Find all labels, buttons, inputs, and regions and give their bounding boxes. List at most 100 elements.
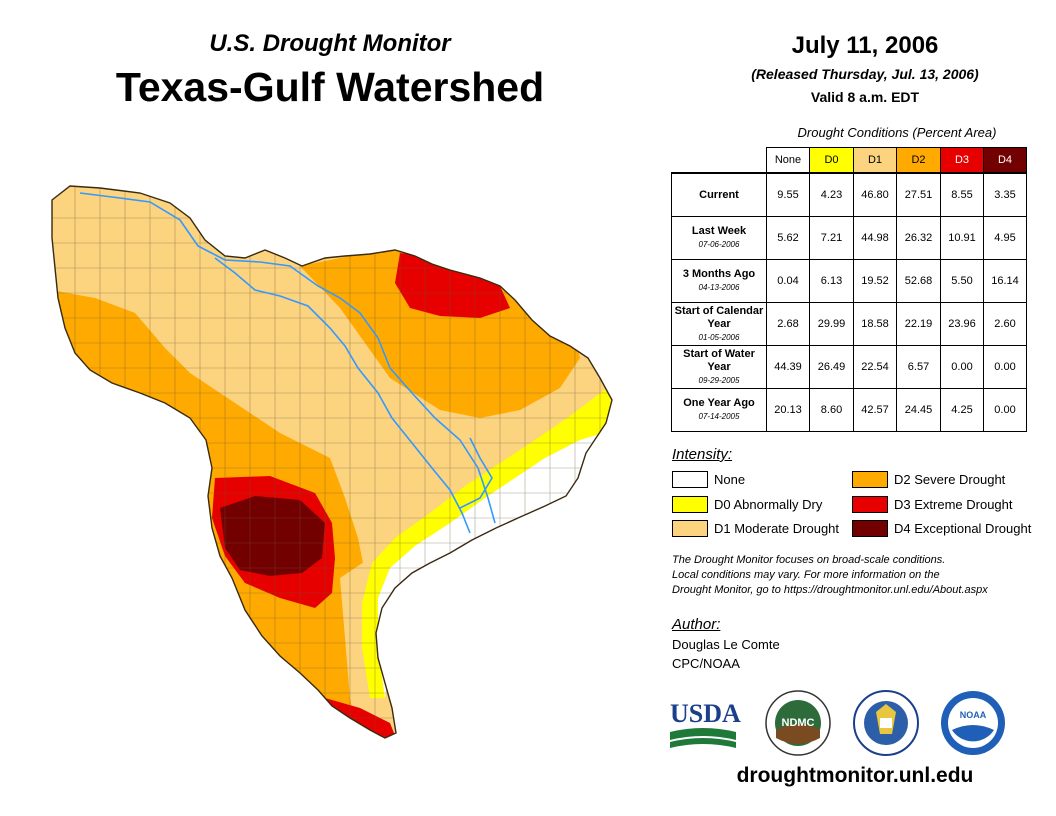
drought-conditions-table: None D0 D1 D2 D3 D4 Current 9.55 4.23 46.80… [671,147,1027,432]
svg-text:NDMC: NDMC [782,717,815,729]
row-label: Current [671,172,767,217]
map-date: July 11, 2006 [791,32,939,59]
brazos-river [79,192,496,524]
legend-label: D1 Moderate Drought [714,521,840,536]
table-cell: 6.13 [809,259,854,303]
column-header: D4 [983,147,1027,174]
legend-label: D4 Exceptional Drought [894,521,1032,536]
table-cell: 5.62 [766,216,810,260]
table-cell: 0.00 [983,345,1027,389]
watershed-title: Texas-Gulf Watershed [115,64,545,110]
table-cell: 4.95 [983,216,1027,260]
legend-item-d2: D2 Severe Drought [852,471,1005,488]
table-cell: 46.80 [853,172,897,217]
table-cell: 22.19 [896,302,941,346]
usda-logo: USDA [670,699,741,748]
ndmc-logo: NDMC [765,690,831,756]
column-header: D3 [940,147,984,174]
partner-logos: USDA NDMC NOAA [670,690,1005,756]
row-label: Start of Calendar Year 01-05-2006 [671,302,767,346]
d4-zone [220,496,325,576]
table-corner [672,148,767,174]
table-cell: 27.51 [896,172,941,217]
d0-zone [362,378,612,698]
doc-seal-logo [853,690,919,756]
table-cell: 2.68 [766,302,810,346]
website-url: droughtmonitor.unl.edu [736,764,974,787]
row-date: 07-14-2005 [698,412,740,421]
table-row: Start of Water Year 09-29-2005 44.39 26.49 2… [671,345,1027,389]
table-cell: 0.04 [766,259,810,303]
svg-text:USDA: USDA [670,699,741,728]
table-cell: 7.21 [809,216,854,260]
row-label-text: One Year Ago [683,397,755,409]
column-header: None [766,147,810,174]
table-cell: 19.52 [853,259,897,303]
row-date: 01-05-2006 [698,332,740,342]
column-header: D0 [809,147,854,174]
svg-text:NOAA: NOAA [960,710,987,720]
none-zone [378,428,612,698]
table-row: Last Week 07-06-2006 5.62 7.21 44.98 26.32 10.… [671,216,1027,260]
table-cell: 29.99 [809,302,854,346]
column-header: D2 [896,147,941,174]
legend-swatch [672,471,708,488]
row-label-text: 3 Months Ago [682,268,756,280]
row-label: Last Week 07-06-2006 [671,216,767,260]
legend-swatch [852,471,888,488]
noaa-logo: NOAA [941,691,1005,755]
table-cell: 8.60 [809,388,854,432]
table-row: 3 Months Ago 04-13-2006 0.04 6.13 19.52 52.68… [671,259,1027,303]
table-cell: 10.91 [940,216,984,260]
legend-item-d0: D0 Abnormally Dry [672,496,822,513]
legend-swatch [672,496,708,513]
table-cell: 42.57 [853,388,897,432]
row-date: 09-29-2005 [698,375,740,385]
table-header-row: None D0 D1 D2 D3 D4 [672,147,1027,174]
valid-time: Valid 8 a.m. EDT [810,89,920,105]
d3-zone-northeast [395,253,510,318]
table-cell: 0.00 [983,388,1027,432]
row-date: 04-13-2006 [698,283,740,292]
table-cell: 22.54 [853,345,897,389]
colorado-river [214,257,471,534]
table-cell: 44.39 [766,345,810,389]
table-cell: 4.25 [940,388,984,432]
note-line: Local conditions may vary. For more info… [672,569,940,581]
legend-swatch [852,496,888,513]
legend-item-d1: D1 Moderate Drought [672,520,839,537]
table-cell: 23.96 [940,302,984,346]
note-line: Drought Monitor, go to https://droughtmo… [672,584,988,596]
row-label-text: Start of Calendar Year [674,304,764,330]
monitor-subtitle: U.S. Drought Monitor [209,30,451,57]
table-row: One Year Ago 07-14-2005 20.13 8.60 42.57 24.4… [671,388,1027,432]
legend-swatch [852,520,888,537]
row-label: 3 Months Ago 04-13-2006 [671,259,767,303]
table-cell: 52.68 [896,259,941,303]
row-date: 07-06-2006 [698,240,740,249]
table-cell: 24.45 [896,388,941,432]
author-title: Author: [672,616,721,633]
table-cell: 26.32 [896,216,941,260]
rivers [79,192,496,534]
intensity-title: Intensity: [672,446,733,463]
author-name: Douglas Le Comte [672,637,780,652]
table-row: Current 9.55 4.23 46.80 27.51 8.55 3.35 [671,172,1027,217]
table-cell: 6.57 [896,345,941,389]
row-label-text: Current [699,188,739,201]
table-cell: 8.55 [940,172,984,217]
legend-item-d4: D4 Exceptional Drought [852,520,1031,537]
table-cell: 44.98 [853,216,897,260]
row-label: Start of Water Year 09-29-2005 [671,345,767,389]
legend-item-d3: D3 Extreme Drought [852,496,1013,513]
table-caption: Drought Conditions (Percent Area) [797,125,997,140]
table-row: Start of Calendar Year 01-05-2006 2.68 29.9… [671,302,1027,346]
legend-label: None [714,472,746,487]
legend-label: D0 Abnormally Dry [714,497,823,512]
table-cell: 0.00 [940,345,984,389]
trinity-river [459,437,493,509]
row-label-text: Start of Water Year [683,347,755,373]
table-cell: 20.13 [766,388,810,432]
release-date: (Released Thursday, Jul. 13, 2006) [751,66,979,82]
note-line: The Drought Monitor focuses on broad-sca… [672,554,946,566]
